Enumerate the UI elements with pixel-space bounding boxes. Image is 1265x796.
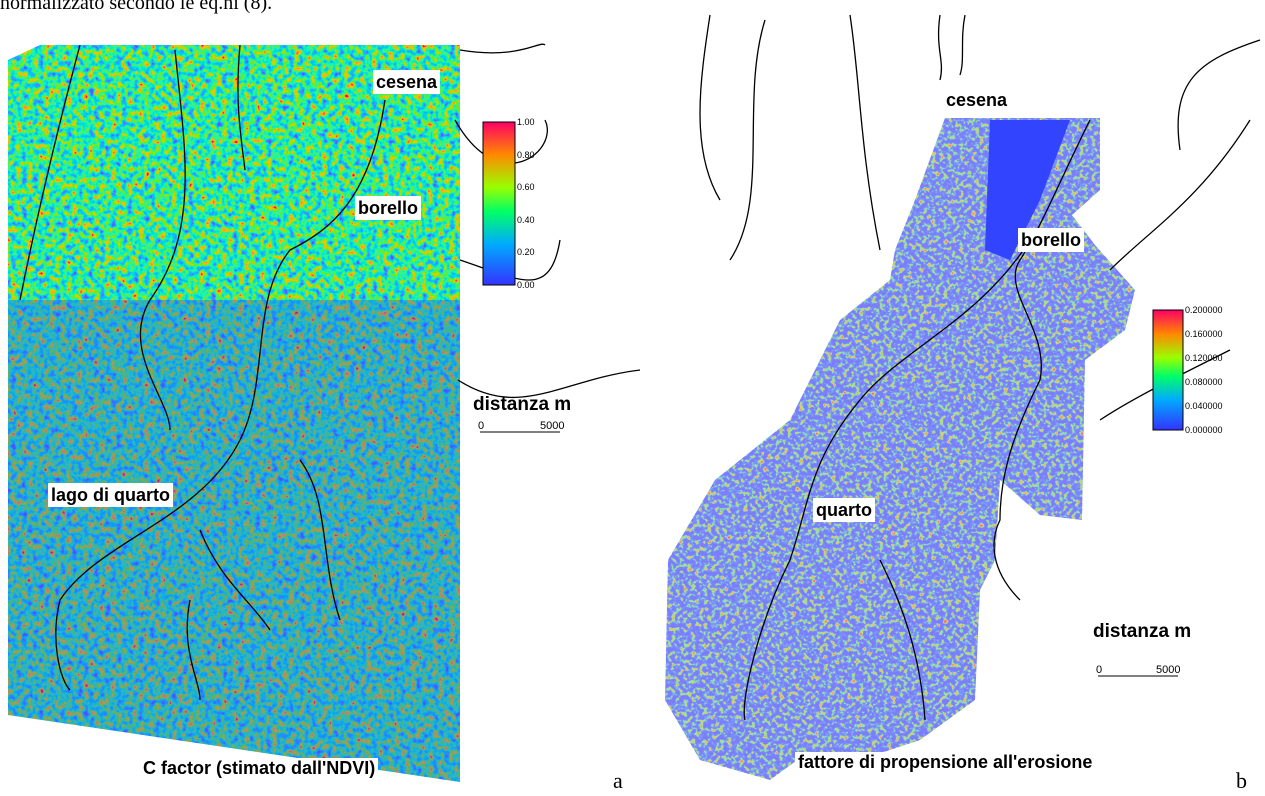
map-label: cesena xyxy=(373,70,440,94)
legend-tick-label: 0.040000 xyxy=(1185,401,1223,411)
legend-tick-label: 0.200000 xyxy=(1185,305,1223,315)
scale-end: 5000 xyxy=(540,420,564,432)
legend-tick-label: 0.120000 xyxy=(1185,353,1223,363)
map-label: borello xyxy=(1018,228,1084,252)
maps xyxy=(0,0,1265,796)
scale-title: distanza m xyxy=(1093,621,1191,643)
legend-a xyxy=(483,122,515,285)
legend-tick-label: 0.20 xyxy=(517,247,535,257)
legend-tick-label: 0.60 xyxy=(517,182,535,192)
map-label: lago di quarto xyxy=(48,483,173,507)
scale-title: distanza m xyxy=(473,394,571,416)
scale-start: 0 xyxy=(1096,664,1102,676)
map-label: borello xyxy=(355,196,421,220)
map-a xyxy=(8,45,460,785)
legend-tick-label: 0.80 xyxy=(517,150,535,160)
caption: fattore di propensione all'erosione xyxy=(795,752,1095,773)
scale-start: 0 xyxy=(478,420,484,432)
map-label: cesena xyxy=(943,88,1010,112)
intro-text: normalizzato secondo le eq.ni (8). xyxy=(0,0,272,15)
legend-tick-label: 0.160000 xyxy=(1185,329,1223,339)
legend-tick-label: 0.000000 xyxy=(1185,425,1223,435)
map-b xyxy=(660,115,1140,785)
scale-end: 5000 xyxy=(1156,664,1180,676)
panel-letter: a xyxy=(613,768,623,794)
map-label: quarto xyxy=(813,498,875,522)
legend-tick-label: 0.40 xyxy=(517,215,535,225)
legend-b xyxy=(1153,310,1183,430)
legend-tick-label: 0.00 xyxy=(517,280,535,290)
caption: C factor (stimato dall'NDVI) xyxy=(140,758,378,779)
page: normalizzato secondo le eq.ni (8). cesen… xyxy=(0,0,1265,796)
legend-tick-label: 1.00 xyxy=(517,117,535,127)
legend-tick-label: 0.080000 xyxy=(1185,377,1223,387)
panel-letter: b xyxy=(1236,768,1247,794)
